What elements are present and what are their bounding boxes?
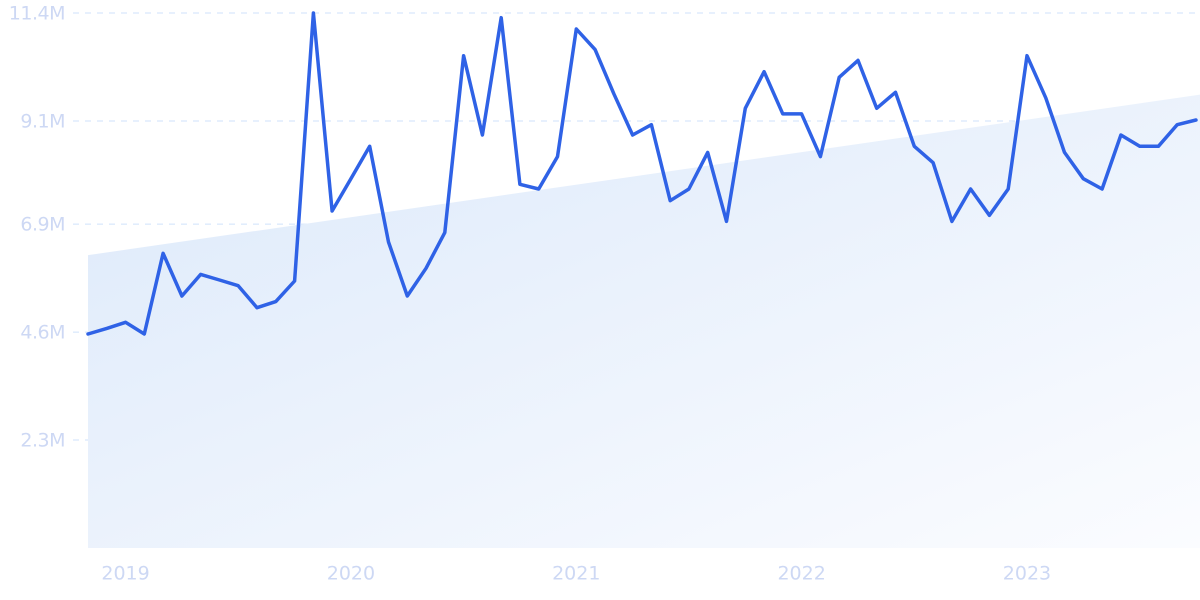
y-tick-label: 6.9M: [20, 214, 65, 236]
trend-fill: [88, 94, 1200, 548]
y-tick-label: 4.6M: [20, 322, 65, 344]
series-line: [86, 11, 1198, 336]
trend-area: [88, 94, 1200, 548]
x-tick-label: 2021: [552, 563, 600, 585]
x-tick-label: 2020: [327, 563, 375, 585]
x-tick-label: 2023: [1003, 563, 1051, 585]
x-axis-labels: 2019 2020 2021 2022 2023: [101, 563, 1051, 585]
y-tick-label: 2.3M: [20, 430, 65, 452]
x-tick-label: 2019: [101, 563, 149, 585]
y-tick-label: 9.1M: [20, 110, 65, 132]
y-axis-labels: 2.3M 4.6M 6.9M 9.1M 11.4M: [9, 3, 66, 452]
x-tick-label: 2022: [777, 563, 825, 585]
series-lines: [86, 11, 1198, 336]
y-tick-label: 11.4M: [9, 3, 65, 25]
